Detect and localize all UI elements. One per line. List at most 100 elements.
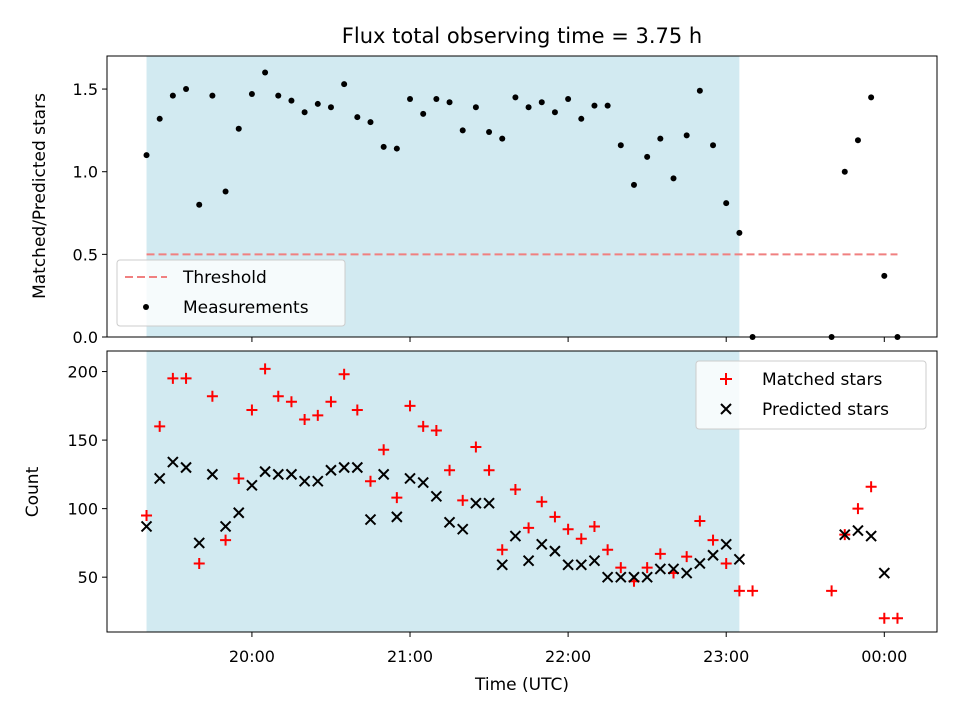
measurement-point	[327, 104, 334, 111]
y-axis-label: Matched/Predicted stars	[30, 93, 50, 299]
matched-star-point	[391, 492, 403, 504]
measurement-point	[301, 109, 308, 116]
predicted-star-point	[549, 545, 561, 557]
measurement-point	[143, 152, 150, 159]
legend-threshold-label: Threshold	[182, 268, 267, 288]
measurement-point	[248, 91, 255, 98]
measurement-point	[169, 92, 176, 99]
matched-star-point	[338, 368, 350, 380]
matched-star-point	[826, 585, 838, 597]
predicted-star-point	[193, 537, 205, 549]
x-tick-label: 21:00	[387, 647, 433, 666]
matched-star-point	[588, 520, 600, 532]
matched-star-point	[417, 420, 429, 432]
predicted-star-point	[325, 464, 337, 476]
matched-star-point	[285, 396, 297, 408]
top-panel: 0.0 0.5 1.0 1.5 Matched/Predicted stars Thres…	[30, 55, 938, 347]
measurement-point	[288, 97, 295, 104]
measurement-point	[683, 132, 690, 139]
measurement-point	[380, 143, 387, 150]
predicted-star-point	[338, 461, 350, 474]
measurement-point	[696, 87, 703, 94]
legend-predicted-label: Predicted stars	[762, 400, 889, 420]
bottom-panel: 50 100 150 200 20:00 21:00 22:00 23:00 00:00 Coun…	[23, 350, 938, 666]
y-tick-label: 100	[67, 500, 98, 519]
predicted-star-point	[140, 520, 153, 533]
measurement-point	[868, 94, 875, 101]
matched-star-point	[536, 496, 548, 508]
matched-star-point	[193, 557, 205, 569]
predicted-star-point	[457, 523, 469, 535]
matched-star-point	[852, 503, 864, 515]
predicted-star-point	[536, 538, 548, 550]
measurement-point	[670, 175, 677, 182]
measurement-point	[551, 109, 558, 116]
matched-star-point	[167, 372, 179, 384]
legend-predicted-swatch	[720, 403, 732, 415]
measurement-point	[420, 110, 427, 117]
measurement-point	[565, 95, 572, 102]
matched-star-point	[259, 363, 271, 375]
matched-star-point	[483, 464, 495, 476]
predicted-star-point	[680, 567, 693, 579]
predicted-star-point	[312, 475, 324, 487]
matched-star-point	[470, 441, 482, 453]
predicted-star-point	[839, 528, 851, 541]
matched-star-point	[681, 551, 693, 563]
matched-star-point	[312, 409, 324, 421]
measurement-point	[644, 153, 651, 160]
predicted-star-point	[654, 563, 667, 575]
predicted-star-point	[707, 549, 719, 561]
measurement-point	[354, 114, 361, 121]
predicted-star-point	[377, 468, 390, 481]
predicted-star-point	[509, 530, 522, 542]
matched-star-point	[325, 396, 337, 408]
matched-star-point	[720, 557, 732, 569]
predicted-star-point	[588, 555, 601, 567]
predicted-star-point	[575, 559, 587, 571]
predicted-star-point	[852, 524, 864, 537]
predicted-star-point	[628, 571, 640, 583]
x-tick-label: 22:00	[545, 647, 591, 666]
predicted-star-point	[364, 513, 377, 526]
matched-star-point	[615, 562, 627, 574]
measurement-point	[723, 200, 730, 207]
measurement-point	[486, 129, 493, 136]
measurement-point	[341, 81, 348, 88]
matched-star-point	[233, 472, 245, 484]
matched-star-point	[878, 612, 890, 624]
matched-star-point	[444, 464, 456, 476]
matched-star-point	[575, 533, 587, 545]
predicted-star-point	[153, 472, 166, 485]
predicted-star-point	[522, 555, 535, 567]
measurement-point	[525, 104, 532, 111]
predicted-star-point	[285, 468, 298, 481]
predicted-star-point	[246, 479, 258, 492]
x-tick-label: 23:00	[703, 647, 749, 666]
predicted-star-point	[878, 567, 891, 579]
measurement-point	[591, 102, 598, 109]
y-tick-label: 0.0	[73, 328, 98, 347]
x-tick-label: 20:00	[229, 647, 275, 666]
measurement-point	[235, 125, 242, 132]
predicted-star-point	[167, 456, 179, 468]
predicted-star-point	[865, 530, 877, 542]
measurement-point	[841, 168, 848, 175]
measurement-point	[433, 95, 440, 102]
y-tick-label: 0.5	[73, 245, 98, 264]
predicted-star-point	[259, 465, 271, 478]
measurement-point	[472, 104, 479, 111]
legend: Matched stars Predicted stars	[695, 360, 927, 430]
matched-star-point	[509, 483, 521, 495]
measurement-point	[710, 142, 717, 149]
matched-star-point	[707, 534, 719, 546]
y-tick-label: 1.5	[73, 80, 98, 99]
matched-star-point	[694, 515, 706, 527]
predicted-star-point	[496, 559, 508, 571]
measurement-point	[881, 272, 888, 279]
measurement-point	[538, 99, 545, 106]
legend-matched-swatch	[720, 373, 732, 385]
plot-frame	[106, 55, 938, 338]
measurement-point	[499, 135, 506, 142]
predicted-star-point	[615, 571, 627, 583]
